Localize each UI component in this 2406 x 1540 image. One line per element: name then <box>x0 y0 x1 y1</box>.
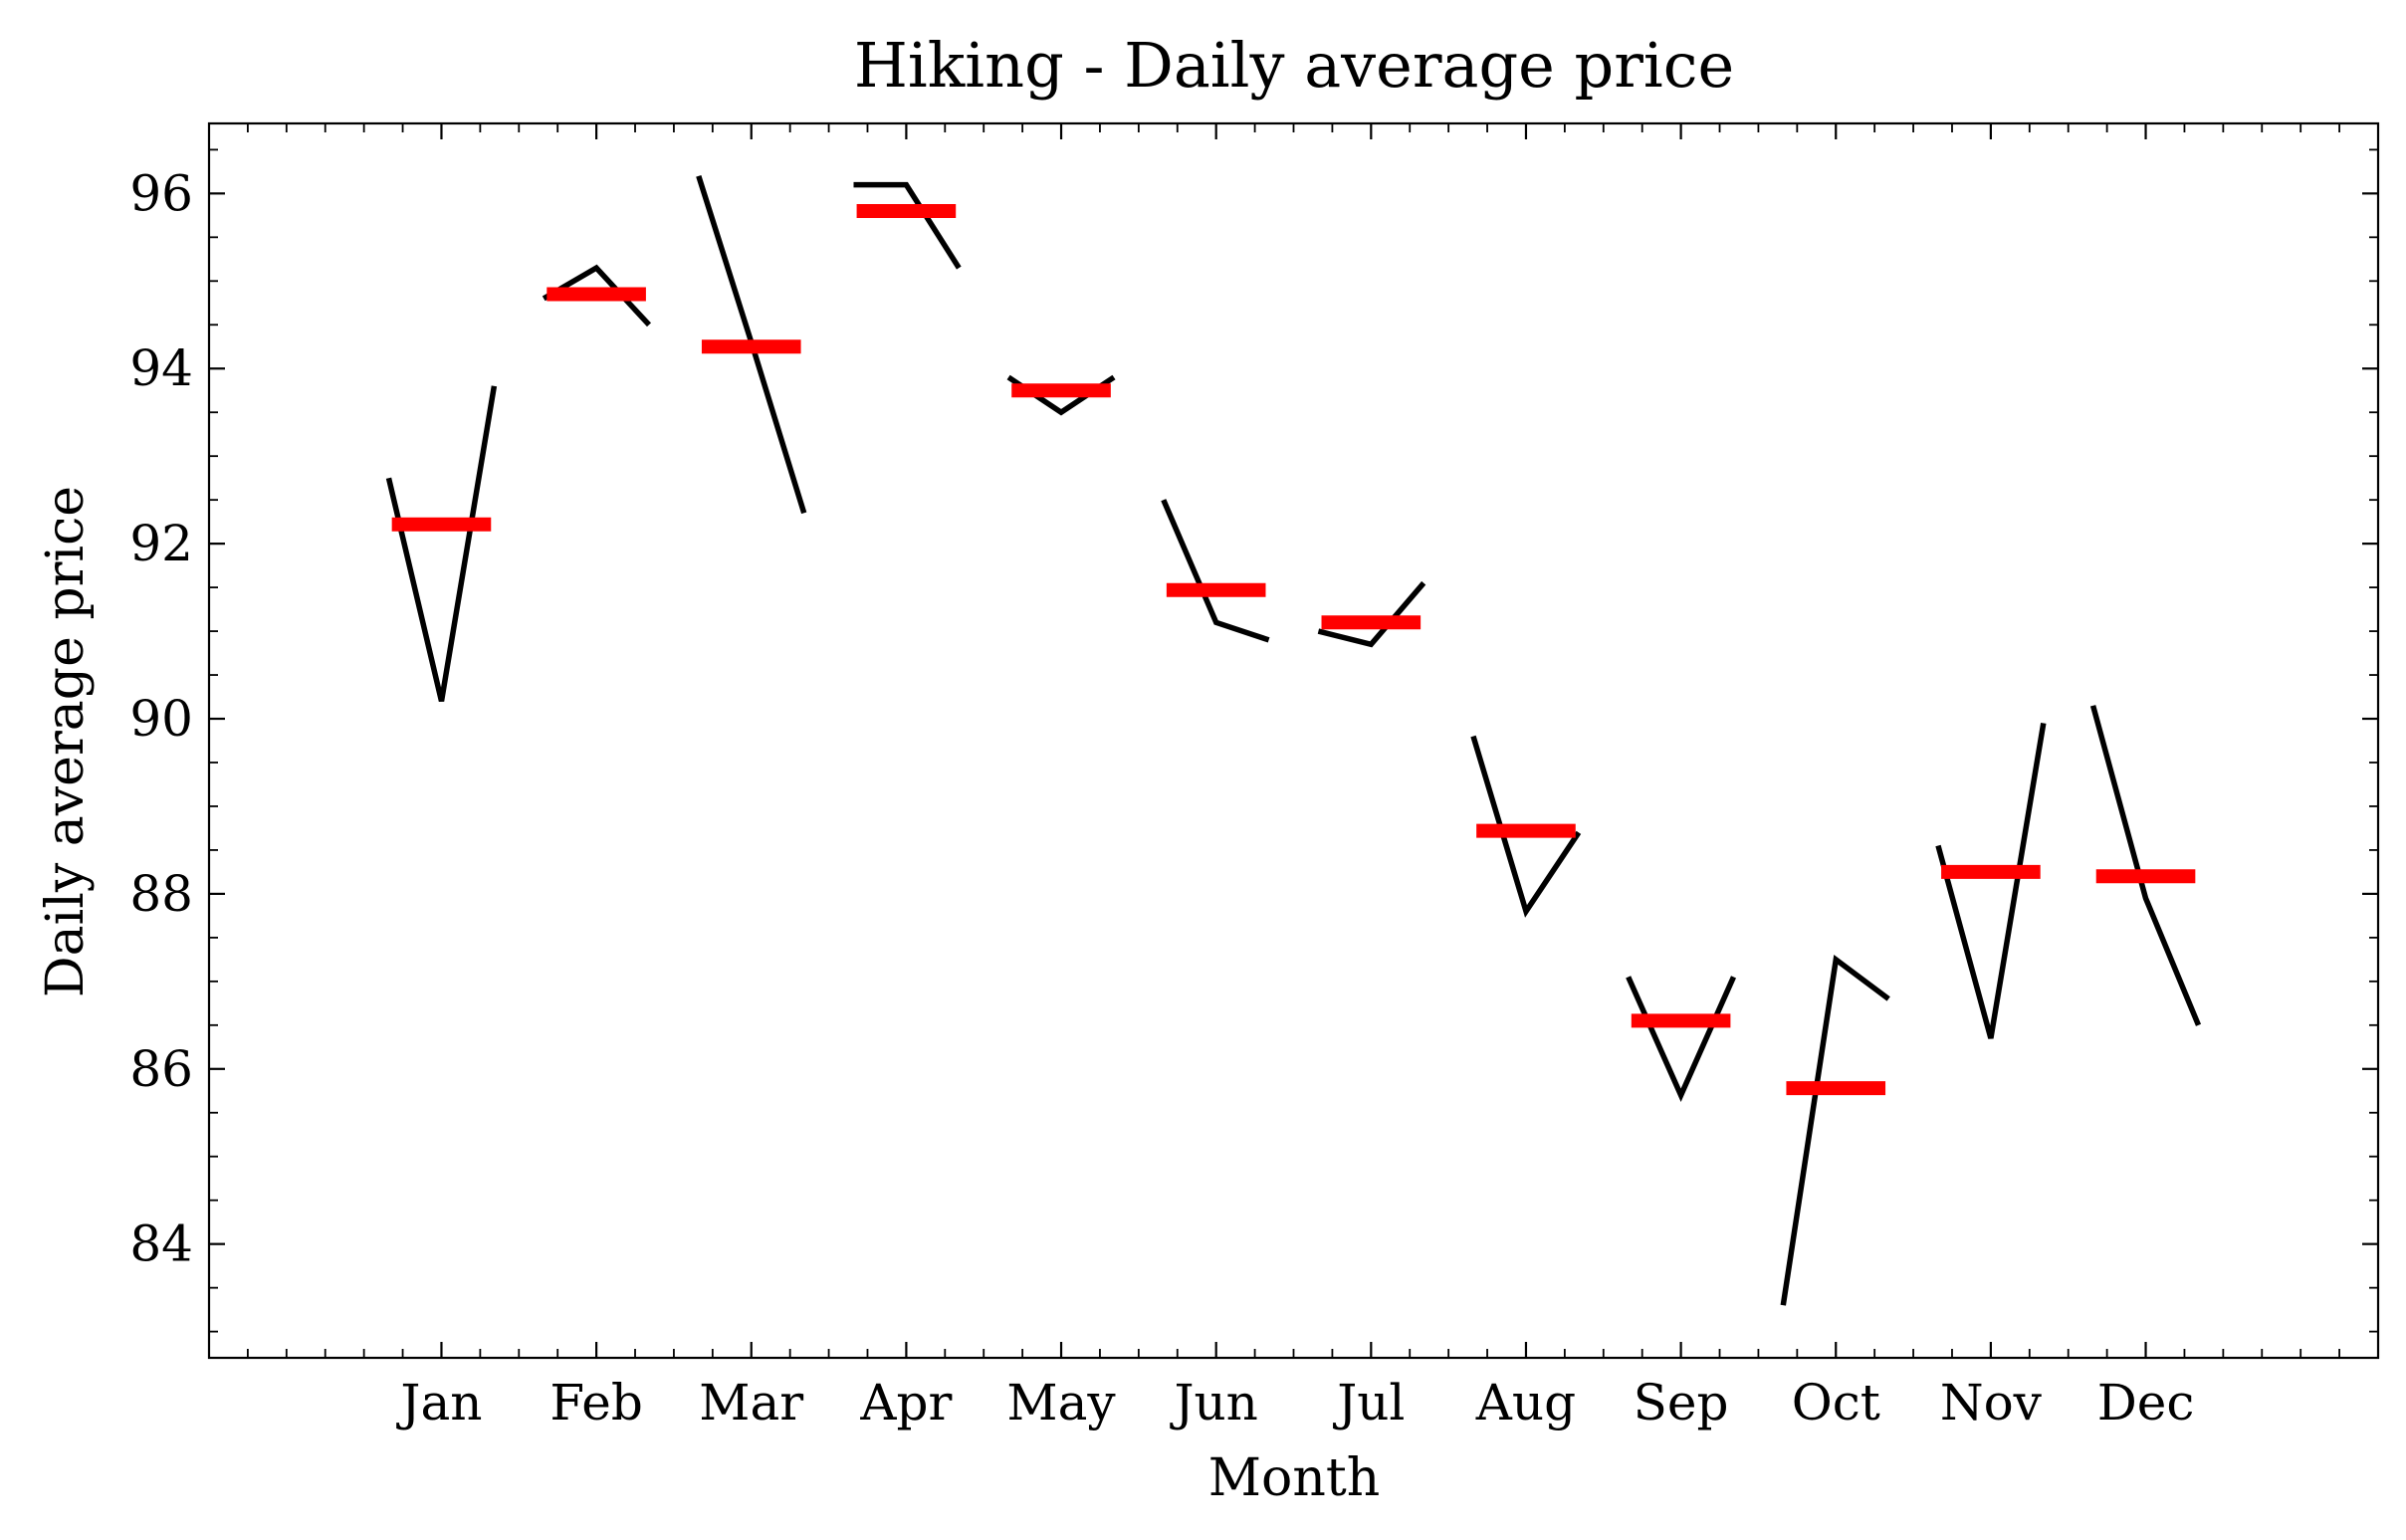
x-tick-label: May <box>1006 1374 1116 1431</box>
chart-title: Hiking - Daily average price <box>854 29 1734 102</box>
x-tick-label: Aug <box>1475 1374 1576 1431</box>
x-tick-label: Jun <box>1169 1374 1257 1431</box>
y-tick-label: 84 <box>129 1215 193 1273</box>
plot-frame <box>207 121 2380 1360</box>
x-axis-label: Month <box>1208 1448 1380 1508</box>
x-tick-label: Jul <box>1332 1374 1405 1431</box>
subseries-line-jun <box>1161 499 1270 643</box>
x-tick-label: Jan <box>395 1374 482 1431</box>
x-tick-label: Feb <box>549 1374 643 1431</box>
x-tick-label: Dec <box>2097 1374 2195 1431</box>
x-tick-label: Sep <box>1634 1374 1729 1431</box>
subseries-line-sep <box>1626 976 1737 1102</box>
subseries-line-oct <box>1780 954 1890 1306</box>
x-tick-label: Oct <box>1792 1374 1880 1431</box>
subseries-line-dec <box>2089 705 2202 1026</box>
x-tick-label: Apr <box>859 1374 952 1431</box>
x-tick-label: Mar <box>699 1374 803 1431</box>
x-tick-label: Nov <box>1940 1374 2043 1431</box>
y-tick-label: 90 <box>129 690 193 748</box>
subseries-line-jul <box>1317 580 1426 648</box>
y-axis-label: Daily average price <box>36 486 96 997</box>
plot-area: 84 86 88 90 92 94 96 Jan Feb Mar Apr May Jun Jul Aug Se… <box>129 121 2380 1431</box>
y-tick-label: 86 <box>129 1040 193 1098</box>
y-tick-label: 94 <box>129 339 193 397</box>
subseries-line-jan <box>385 385 498 703</box>
subseries-line-aug <box>1470 735 1582 918</box>
y-tick-label: 88 <box>129 865 193 923</box>
subseries-line-nov <box>1935 722 2047 1039</box>
y-tick-label: 92 <box>129 515 193 572</box>
y-tick-label: 96 <box>129 164 193 222</box>
subseries-line-apr <box>853 181 962 270</box>
